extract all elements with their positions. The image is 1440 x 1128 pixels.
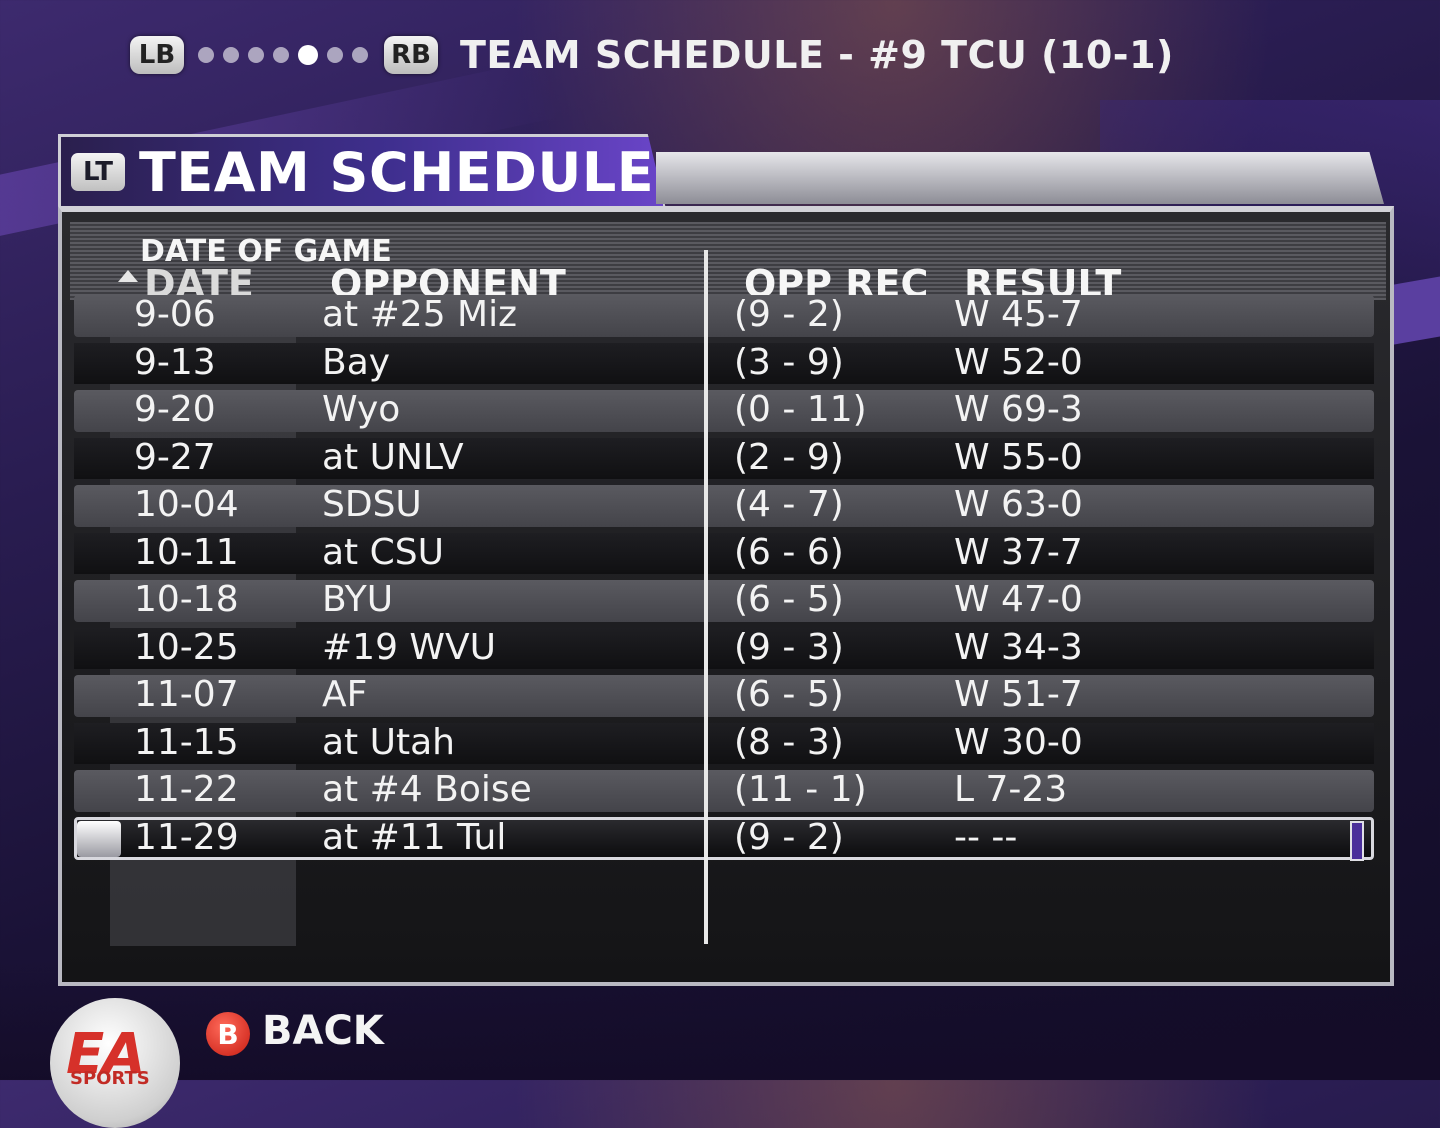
cell-opponent: at CSU	[322, 531, 444, 573]
page-dot	[273, 47, 289, 63]
selection-scroll-marker	[1350, 820, 1364, 861]
cell-date: 10-18	[134, 579, 239, 620]
cell-result: -- --	[954, 816, 1018, 858]
cell-opp-rec: (0 - 11)	[734, 389, 867, 430]
cell-date: 9-20	[134, 389, 216, 430]
cell-opponent: at UNLV	[322, 436, 464, 478]
cell-opp-rec: (9 - 2)	[734, 816, 844, 858]
cell-opp-rec: (11 - 1)	[734, 769, 867, 810]
table-row[interactable]: 10-25 #19 WVU (9 - 3) W 34-3	[74, 625, 1374, 673]
sort-ascending-icon	[118, 270, 138, 282]
cell-date: 9-06	[134, 294, 216, 335]
cell-date: 10-25	[134, 626, 239, 668]
lb-bumper-button[interactable]: LB	[130, 36, 184, 74]
column-divider	[704, 250, 708, 944]
column-header-row: DATE OF GAME DATE OPPONENT OPP REC RESUL…	[70, 222, 1386, 306]
cell-result: W 45-7	[954, 294, 1083, 335]
cell-result: W 69-3	[954, 389, 1083, 430]
ea-logo-text: EA	[66, 1022, 146, 1087]
cell-result: W 52-0	[954, 341, 1083, 383]
cell-result: W 55-0	[954, 436, 1083, 478]
cell-date: 11-07	[134, 674, 239, 715]
b-button-icon[interactable]: B	[206, 1012, 250, 1056]
cell-opponent: at #25 Miz	[322, 294, 517, 335]
ea-sports-logo: EA SPORTS	[50, 998, 180, 1128]
cell-date: 11-22	[134, 769, 239, 810]
cell-date: 9-13	[134, 341, 216, 383]
cell-result: L 7-23	[954, 769, 1068, 810]
panel-title: TEAM SCHEDULE	[139, 141, 655, 204]
table-row[interactable]: 9-20 Wyo (0 - 11) W 69-3	[74, 387, 1374, 435]
cell-opp-rec: (3 - 9)	[734, 341, 844, 383]
back-button-label[interactable]: BACK	[262, 1008, 384, 1054]
page-dot	[248, 47, 264, 63]
cell-opp-rec: (2 - 9)	[734, 436, 844, 478]
cell-opponent: at Utah	[322, 721, 455, 763]
table-row[interactable]: 11-07 AF (6 - 5) W 51-7	[74, 672, 1374, 720]
page-dot	[223, 47, 239, 63]
schedule-panel: DATE OF GAME DATE OPPONENT OPP REC RESUL…	[58, 206, 1394, 986]
cell-opp-rec: (6 - 6)	[734, 531, 844, 573]
cell-opponent: BYU	[322, 579, 394, 620]
page-dot	[198, 47, 214, 63]
cell-opp-rec: (9 - 2)	[734, 294, 844, 335]
cell-result: W 51-7	[954, 674, 1083, 715]
cell-opponent: at #4 Boise	[322, 769, 532, 810]
table-row-selected[interactable]: 11-29 at #11 Tul (9 - 2) -- --	[74, 815, 1374, 863]
cell-opp-rec: (6 - 5)	[734, 579, 844, 620]
table-row[interactable]: 9-06 at #25 Miz (9 - 2) W 45-7	[74, 292, 1374, 340]
page-dot	[327, 47, 343, 63]
cell-result: W 63-0	[954, 484, 1083, 525]
table-row[interactable]: 9-13 Bay (3 - 9) W 52-0	[74, 340, 1374, 388]
top-navigation-bar: LB RB TEAM SCHEDULE - #9 TCU (10-1)	[130, 30, 1174, 80]
table-row[interactable]: 11-15 at Utah (8 - 3) W 30-0	[74, 720, 1374, 768]
table-row[interactable]: 11-22 at #4 Boise (11 - 1) L 7-23	[74, 767, 1374, 815]
cell-opponent: SDSU	[322, 484, 422, 525]
cell-date: 9-27	[134, 436, 216, 478]
cell-opp-rec: (9 - 3)	[734, 626, 844, 668]
cell-result: W 37-7	[954, 531, 1083, 573]
lt-trigger-button[interactable]: LT	[71, 153, 125, 191]
cell-opp-rec: (6 - 5)	[734, 674, 844, 715]
table-row[interactable]: 10-18 BYU (6 - 5) W 47-0	[74, 577, 1374, 625]
cell-date: 10-11	[134, 531, 239, 573]
table-row[interactable]: 9-27 at UNLV (2 - 9) W 55-0	[74, 435, 1374, 483]
sort-label: DATE OF GAME	[140, 234, 392, 269]
cell-result: W 34-3	[954, 626, 1083, 668]
cell-opponent: at #11 Tul	[322, 816, 507, 858]
page-dot-active	[298, 45, 318, 65]
schedule-table: 9-06 at #25 Miz (9 - 2) W 45-7 9-13 Bay (3 - 9…	[74, 292, 1374, 862]
cell-date: 11-15	[134, 721, 239, 763]
cell-result: W 47-0	[954, 579, 1083, 620]
panel-header-tab: LT TEAM SCHEDULE	[58, 134, 666, 209]
cell-opp-rec: (8 - 3)	[734, 721, 844, 763]
cell-opponent: #19 WVU	[322, 626, 496, 668]
cell-opponent: Bay	[322, 341, 391, 383]
ea-logo-subtext: SPORTS	[70, 1068, 150, 1089]
page-dot	[352, 47, 368, 63]
screen-title: TEAM SCHEDULE - #9 TCU (10-1)	[460, 33, 1174, 77]
table-row[interactable]: 10-04 SDSU (4 - 7) W 63-0	[74, 482, 1374, 530]
cell-result: W 30-0	[954, 721, 1083, 763]
cell-opponent: AF	[322, 674, 368, 715]
cell-date: 10-04	[134, 484, 239, 525]
table-row[interactable]: 10-11 at CSU (6 - 6) W 37-7	[74, 530, 1374, 578]
cell-opponent: Wyo	[322, 389, 401, 430]
selection-highlight-left	[77, 820, 121, 857]
cell-date: 11-29	[134, 816, 239, 858]
rb-bumper-button[interactable]: RB	[384, 36, 438, 74]
page-indicator-dots	[198, 45, 368, 65]
panel-header-bar	[656, 152, 1384, 204]
cell-opp-rec: (4 - 7)	[734, 484, 844, 525]
